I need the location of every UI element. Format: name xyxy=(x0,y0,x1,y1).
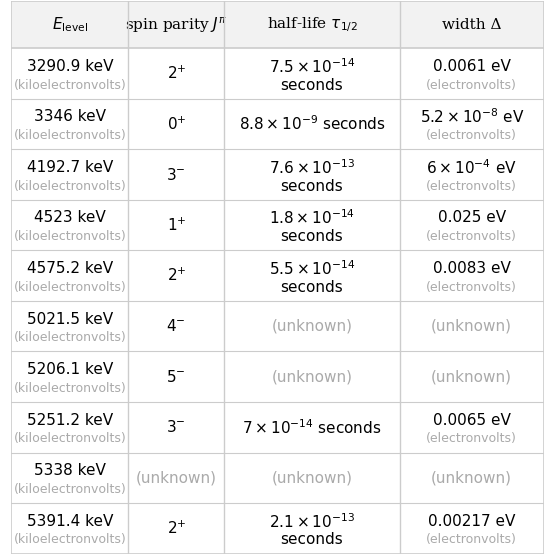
Text: $8.8\times10^{-9}$ seconds: $8.8\times10^{-9}$ seconds xyxy=(239,115,385,133)
Text: seconds: seconds xyxy=(281,229,343,244)
Text: (kiloelectronvolts): (kiloelectronvolts) xyxy=(14,432,126,445)
Text: $2.1\times10^{-13}$: $2.1\times10^{-13}$ xyxy=(269,512,355,531)
Text: 0.0061 eV: 0.0061 eV xyxy=(433,59,511,74)
Text: 3346 keV: 3346 keV xyxy=(34,109,106,124)
Text: half-life $\tau_{1/2}$: half-life $\tau_{1/2}$ xyxy=(267,16,358,34)
Text: (kiloelectronvolts): (kiloelectronvolts) xyxy=(14,79,126,92)
Text: 0.0083 eV: 0.0083 eV xyxy=(433,261,511,276)
Text: (electronvolts): (electronvolts) xyxy=(426,432,517,445)
Text: (electronvolts): (electronvolts) xyxy=(426,79,517,92)
Text: (kiloelectronvolts): (kiloelectronvolts) xyxy=(14,331,126,344)
Text: 5251.2 keV: 5251.2 keV xyxy=(27,412,113,427)
Text: (kiloelectronvolts): (kiloelectronvolts) xyxy=(14,281,126,294)
Text: 3$^{-}$: 3$^{-}$ xyxy=(167,166,186,183)
Text: 5391.4 keV: 5391.4 keV xyxy=(27,514,113,529)
Text: 0.00217 eV: 0.00217 eV xyxy=(428,514,516,529)
Text: 5206.1 keV: 5206.1 keV xyxy=(27,362,113,377)
Text: (unknown): (unknown) xyxy=(136,470,217,485)
Text: $E_{\mathrm{level}}$: $E_{\mathrm{level}}$ xyxy=(52,16,88,34)
Text: $1.8\times10^{-14}$: $1.8\times10^{-14}$ xyxy=(269,209,355,228)
Text: 3$^{-}$: 3$^{-}$ xyxy=(167,419,186,435)
Text: $7.6\times10^{-13}$: $7.6\times10^{-13}$ xyxy=(269,158,355,177)
Text: (electronvolts): (electronvolts) xyxy=(426,180,517,193)
Text: $5.5\times10^{-14}$: $5.5\times10^{-14}$ xyxy=(269,259,355,278)
Text: (unknown): (unknown) xyxy=(431,319,512,334)
Text: 1$^{+}$: 1$^{+}$ xyxy=(167,216,186,234)
Text: 4$^{-}$: 4$^{-}$ xyxy=(167,318,186,334)
Text: $7.5\times10^{-14}$: $7.5\times10^{-14}$ xyxy=(269,57,355,76)
Text: (unknown): (unknown) xyxy=(271,470,353,485)
Text: (unknown): (unknown) xyxy=(431,369,512,384)
Bar xyxy=(11,2,543,48)
Text: 2$^{+}$: 2$^{+}$ xyxy=(167,519,186,537)
Text: 2$^{+}$: 2$^{+}$ xyxy=(167,65,186,82)
Text: 4192.7 keV: 4192.7 keV xyxy=(27,160,113,175)
Text: 0.0065 eV: 0.0065 eV xyxy=(433,412,511,427)
Text: (kiloelectronvolts): (kiloelectronvolts) xyxy=(14,533,126,547)
Text: (unknown): (unknown) xyxy=(271,369,353,384)
Text: width Δ: width Δ xyxy=(442,18,501,32)
Text: (unknown): (unknown) xyxy=(271,319,353,334)
Text: (electronvolts): (electronvolts) xyxy=(426,533,517,547)
Text: (electronvolts): (electronvolts) xyxy=(426,230,517,243)
Text: 4575.2 keV: 4575.2 keV xyxy=(27,261,113,276)
Text: (electronvolts): (electronvolts) xyxy=(426,129,517,142)
Text: (kiloelectronvolts): (kiloelectronvolts) xyxy=(14,230,126,243)
Text: 5338 keV: 5338 keV xyxy=(34,463,106,478)
Text: 0$^{+}$: 0$^{+}$ xyxy=(167,115,186,133)
Text: spin parity $J^{\pi}$: spin parity $J^{\pi}$ xyxy=(125,15,227,34)
Text: 3290.9 keV: 3290.9 keV xyxy=(27,59,113,74)
Text: seconds: seconds xyxy=(281,179,343,194)
Text: 2$^{+}$: 2$^{+}$ xyxy=(167,267,186,284)
Text: (kiloelectronvolts): (kiloelectronvolts) xyxy=(14,382,126,395)
Text: (unknown): (unknown) xyxy=(431,470,512,485)
Text: 0.025 eV: 0.025 eV xyxy=(438,210,506,225)
Text: 5021.5 keV: 5021.5 keV xyxy=(27,311,113,326)
Text: (kiloelectronvolts): (kiloelectronvolts) xyxy=(14,180,126,193)
Text: (electronvolts): (electronvolts) xyxy=(426,281,517,294)
Text: seconds: seconds xyxy=(281,280,343,295)
Text: 4523 keV: 4523 keV xyxy=(34,210,106,225)
Text: seconds: seconds xyxy=(281,532,343,547)
Text: $7\times10^{-14}$ seconds: $7\times10^{-14}$ seconds xyxy=(243,418,382,437)
Text: (kiloelectronvolts): (kiloelectronvolts) xyxy=(14,483,126,496)
Text: (kiloelectronvolts): (kiloelectronvolts) xyxy=(14,129,126,142)
Text: seconds: seconds xyxy=(281,78,343,93)
Text: $6\times10^{-4}$ eV: $6\times10^{-4}$ eV xyxy=(426,158,517,177)
Text: $5.2\times10^{-8}$ eV: $5.2\times10^{-8}$ eV xyxy=(420,108,524,127)
Text: 5$^{-}$: 5$^{-}$ xyxy=(167,369,186,385)
